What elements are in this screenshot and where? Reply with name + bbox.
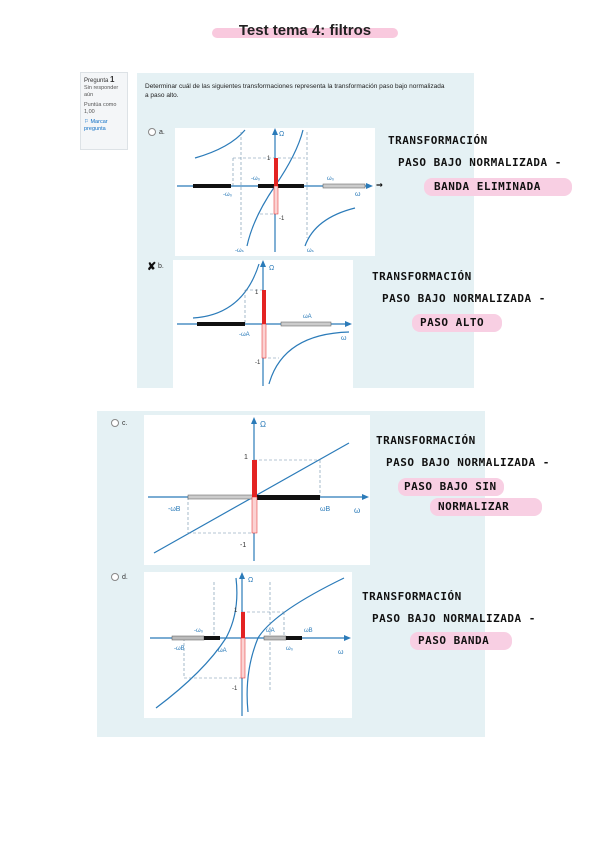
question-text: Determinar cuál de las siguientes transf… <box>145 83 445 99</box>
svg-text:-ω₀: -ω₀ <box>223 192 233 198</box>
svg-text:Ω: Ω <box>260 420 266 429</box>
svg-text:ω: ω <box>354 506 360 515</box>
arrow-icon: → <box>376 178 384 191</box>
flag-question-link[interactable]: ⚐ Marcar pregunta <box>84 119 108 132</box>
graph-option-a: Ω ω 1 -1 -ω₀ -ω₀ ω₀ -ωₛ ωₛ <box>175 128 375 256</box>
svg-text:-ωB: -ωB <box>174 646 185 652</box>
svg-text:ωB: ωB <box>304 628 313 634</box>
svg-text:-1: -1 <box>232 686 238 692</box>
svg-text:ωₛ: ωₛ <box>307 248 314 254</box>
note-a-answer: BANDA ELIMINADA <box>434 180 541 193</box>
svg-text:-1: -1 <box>279 216 285 222</box>
option-a-radio[interactable] <box>148 128 156 136</box>
note-c-line1: TRANSFORMACIÓN <box>376 434 476 447</box>
graph-option-d: Ω ω 1 -1 -ω₀ ωA ωB -ωB -ωA ω₀ <box>144 572 352 718</box>
note-d-line1: TRANSFORMACIÓN <box>362 590 462 603</box>
svg-text:ω₀: ω₀ <box>286 646 294 652</box>
svg-text:ω: ω <box>341 335 347 342</box>
svg-text:1: 1 <box>244 454 248 461</box>
svg-text:Ω: Ω <box>269 265 274 272</box>
option-b[interactable]: b. <box>158 263 164 270</box>
svg-text:-ω₀: -ω₀ <box>194 628 204 634</box>
question-status: Sin responder aún <box>84 85 119 98</box>
option-d-radio[interactable] <box>111 573 119 581</box>
note-b-line1: TRANSFORMACIÓN <box>372 270 472 283</box>
option-c[interactable]: c. <box>111 419 127 427</box>
note-c-answer: PASO BAJO SIN <box>404 480 497 493</box>
svg-text:ωA: ωA <box>266 628 275 634</box>
svg-text:1: 1 <box>234 608 238 614</box>
note-d-highlight <box>410 632 512 650</box>
svg-text:Ω: Ω <box>248 577 253 584</box>
svg-text:-1: -1 <box>255 360 261 366</box>
note-a-line1: TRANSFORMACIÓN <box>388 134 488 147</box>
note-d-line2: PASO BAJO NORMALIZADA - <box>372 612 536 625</box>
note-c-highlight-2 <box>430 498 542 516</box>
svg-text:ω₀: ω₀ <box>327 176 335 182</box>
note-b-answer: PASO ALTO <box>420 316 485 329</box>
option-d[interactable]: d. <box>111 573 128 581</box>
flag-icon: ⚐ <box>84 119 89 125</box>
note-d-answer: PASO BANDA <box>418 634 490 647</box>
svg-text:ω: ω <box>338 649 344 656</box>
svg-text:-ωA: -ωA <box>239 332 250 338</box>
svg-text:1: 1 <box>267 156 271 162</box>
option-a[interactable]: a. <box>148 128 165 136</box>
svg-text:-ω₀: -ω₀ <box>251 176 261 182</box>
graph-option-b: Ω ω 1 -1 ωA -ωA <box>173 260 353 388</box>
question-score: Puntúa como 1,00 <box>84 102 117 115</box>
question-number: Pregunta 1 <box>84 75 115 85</box>
svg-text:-1: -1 <box>240 542 246 549</box>
note-c-highlight-1 <box>398 478 504 496</box>
svg-text:ω: ω <box>355 191 361 198</box>
title-highlight <box>212 28 398 38</box>
page-title-text: Test tema 4: filtros <box>238 22 372 39</box>
option-c-radio[interactable] <box>111 419 119 427</box>
note-c-line2: PASO BAJO NORMALIZADA - <box>386 456 550 469</box>
svg-text:ωB: ωB <box>320 506 330 513</box>
note-b-highlight <box>412 314 502 332</box>
svg-text:-ωA: -ωA <box>216 648 227 654</box>
note-a-highlight <box>424 178 572 196</box>
page-title: Test tema 4: filtros <box>212 22 398 42</box>
svg-text:Ω: Ω <box>279 131 284 138</box>
svg-text:-ωB: -ωB <box>168 506 181 513</box>
note-c-answer2: NORMALIZAR <box>438 500 510 513</box>
svg-text:-ωₛ: -ωₛ <box>235 248 244 254</box>
svg-text:ωA: ωA <box>303 314 312 320</box>
note-b-line2: PASO BAJO NORMALIZADA - <box>382 292 546 305</box>
graph-option-c: Ω ω 1 -1 -ωB ωB <box>144 415 370 565</box>
selected-cross-mark: ✘ <box>147 261 157 273</box>
note-a-line2: PASO BAJO NORMALIZADA - <box>398 156 562 169</box>
question-info-box: Pregunta 1 Sin responder aún Puntúa como… <box>80 72 128 150</box>
svg-text:1: 1 <box>255 290 259 296</box>
